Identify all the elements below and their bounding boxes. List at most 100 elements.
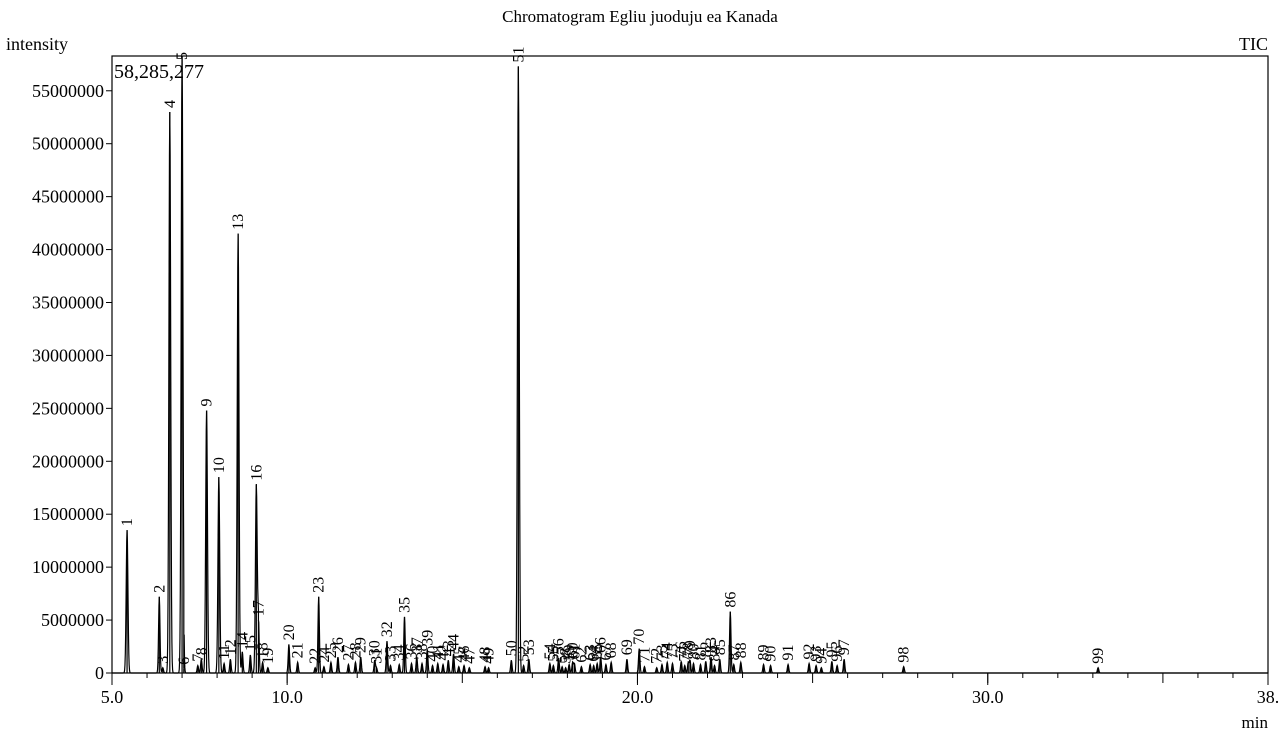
axis-ticks: 0500000010000000150000002000000025000000… [32,81,1279,707]
peak-label-93: 93 [808,646,825,662]
plot-frame [111,55,1269,674]
peak-label-25: 25 [323,642,340,658]
peak-label-91: 91 [780,645,797,661]
peak-label-26: 26 [330,637,347,653]
peak-label-74: 74 [659,642,676,658]
peak-label-64: 64 [586,646,603,662]
peak-label-73: 73 [654,645,671,661]
peak-label-58: 58 [558,648,575,664]
y-tick-label: 0 [95,663,104,683]
peak-label-16: 16 [248,465,265,481]
peak-label-7: 7 [190,654,207,662]
peak-label-29: 29 [353,637,370,653]
peak-label-20: 20 [281,624,298,640]
peak-label-68: 68 [603,642,620,658]
y-tick-label: 50000000 [32,134,104,154]
peak-label-38: 38 [414,643,431,659]
y-tick-label: 55000000 [32,81,104,101]
peak-label-52: 52 [516,646,533,662]
peak-label-87: 87 [726,645,743,661]
peak-label-4: 4 [162,100,179,108]
peak-label-22: 22 [307,648,324,664]
peak-label-44: 44 [446,634,463,650]
peak-label-92: 92 [801,643,818,659]
peak-label-9: 9 [199,398,216,406]
peak-label-31: 31 [368,648,385,664]
tic-trace [112,55,1268,674]
peak-label-18: 18 [255,642,272,658]
peak-label-32: 32 [379,621,396,637]
peak-label-57: 57 [554,647,571,663]
peak-label-66: 66 [593,637,610,653]
peak-label-75: 75 [664,643,681,659]
peak-label-46: 46 [456,646,473,662]
peak-label-14: 14 [234,632,251,648]
peak-label-34: 34 [391,645,408,661]
peak-label-70: 70 [631,629,648,645]
peak-label-12: 12 [222,639,239,655]
peak-label-80: 80 [686,643,703,659]
peak-label-95: 95 [824,641,841,657]
peak-label-13: 13 [230,214,247,230]
y-tick-label: 10000000 [32,557,104,577]
peak-label-59: 59 [561,645,578,661]
peak-label-45: 45 [451,647,468,663]
peak-label-48: 48 [477,647,494,663]
peak-label-54: 54 [542,643,559,659]
peak-label-76: 76 [673,641,690,657]
peak-label-33: 33 [382,646,399,662]
y-tick-label: 5000000 [41,610,104,630]
y-axis-label: intensity [6,34,68,54]
peak-label-49: 49 [481,648,498,664]
x-tick-label: 30.0 [972,687,1004,707]
peak-label-24: 24 [316,647,333,663]
peak-label-50: 50 [503,640,520,656]
x-tick-label: 20.0 [622,687,654,707]
y-tick-label: 20000000 [32,451,104,471]
y-tick-label: 15000000 [32,504,104,524]
peak-label-40: 40 [425,646,442,662]
tic-trace-line [112,55,1268,674]
x-tick-label: 5.0 [101,687,124,707]
peak-label-41: 41 [430,643,447,659]
peak-label-98: 98 [896,647,913,663]
top-intensity-readout: 58,285,277 [114,61,204,83]
peak-label-63: 63 [582,645,599,661]
peak-label-89: 89 [756,645,773,661]
peak-label-11: 11 [216,644,233,659]
peak-label-6: 6 [176,657,193,665]
peak-label-69: 69 [619,639,636,655]
peak-label-51: 51 [510,46,527,62]
peak-label-43: 43 [440,640,457,656]
peak-label-96: 96 [829,646,846,662]
peak-label-86: 86 [722,592,739,608]
x-tick-label: 38. [1257,687,1280,707]
peak-label-1: 1 [119,518,136,526]
trace-label: TIC [1239,34,1268,54]
peak-label-99: 99 [1090,648,1107,664]
peak-label-90: 90 [763,646,780,662]
peak-label-55: 55 [545,646,562,662]
peak-label-61: 61 [566,643,583,659]
peak-label-35: 35 [397,597,414,613]
peak-label-28: 28 [347,642,364,658]
peak-label-19: 19 [260,648,277,664]
peak-label-27: 27 [340,645,357,661]
peak-label-79: 79 [682,640,699,656]
peak-label-17: 17 [250,600,267,616]
peak-label-3: 3 [155,656,172,664]
y-tick-label: 45000000 [32,187,104,207]
peak-label-85: 85 [712,639,729,655]
peak-label-78: 78 [680,642,697,658]
peak-label-53: 53 [521,639,538,655]
peak-label-77: 77 [677,646,694,662]
peak-label-37: 37 [409,637,426,653]
peak-label-88: 88 [733,642,750,658]
y-tick-label: 30000000 [32,345,104,365]
peak-label-97: 97 [836,639,853,655]
peak-label-30: 30 [367,640,384,656]
chart-title: Chromatogram Egliu juoduju ea Kanada [502,7,778,26]
y-tick-label: 35000000 [32,292,104,312]
